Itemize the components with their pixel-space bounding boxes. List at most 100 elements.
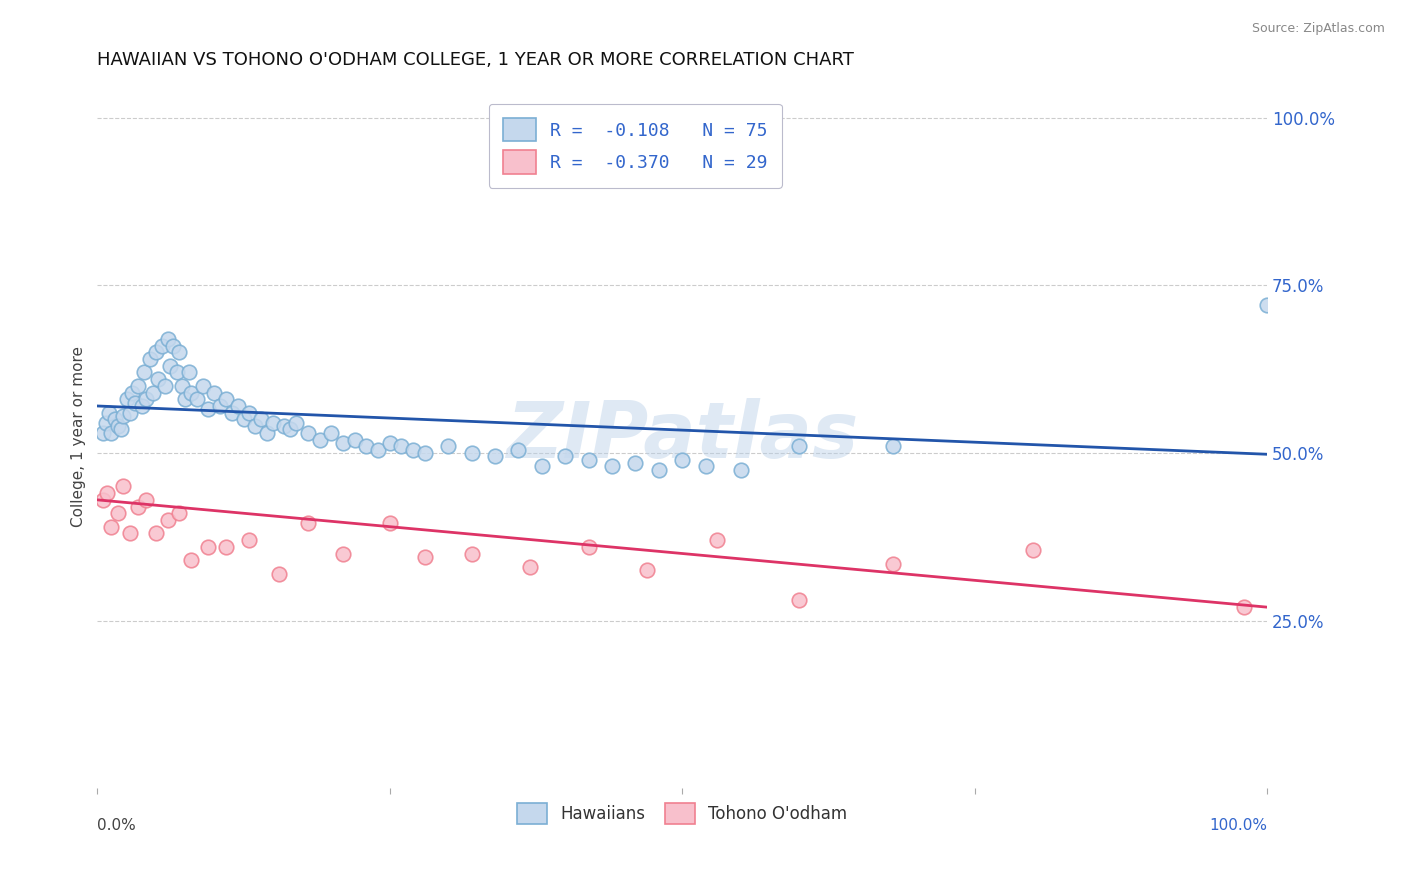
Point <box>624 456 647 470</box>
Point <box>250 412 273 426</box>
Point <box>145 526 167 541</box>
Point <box>356 439 378 453</box>
Point <box>221 406 243 420</box>
Point <box>519 560 541 574</box>
Point <box>882 557 904 571</box>
Point <box>112 409 135 423</box>
Point <box>107 506 129 520</box>
Point <box>787 593 810 607</box>
Point <box>167 506 190 520</box>
Point <box>96 486 118 500</box>
Point <box>127 500 149 514</box>
Point <box>127 379 149 393</box>
Point <box>578 540 600 554</box>
Point <box>730 463 752 477</box>
Point <box>174 392 197 407</box>
Point <box>177 366 200 380</box>
Point <box>226 399 249 413</box>
Point <box>135 392 157 407</box>
Point <box>159 359 181 373</box>
Point <box>145 345 167 359</box>
Point <box>267 566 290 581</box>
Point <box>142 385 165 400</box>
Text: HAWAIIAN VS TOHONO O'ODHAM COLLEGE, 1 YEAR OR MORE CORRELATION CHART: HAWAIIAN VS TOHONO O'ODHAM COLLEGE, 1 YE… <box>97 51 855 69</box>
Point <box>112 479 135 493</box>
Point <box>484 450 506 464</box>
Point <box>167 345 190 359</box>
Point <box>162 338 184 352</box>
Point <box>98 406 121 420</box>
Point <box>191 379 214 393</box>
Point <box>180 553 202 567</box>
Point <box>460 446 482 460</box>
Point <box>882 439 904 453</box>
Point <box>460 547 482 561</box>
Point <box>91 492 114 507</box>
Point <box>197 402 219 417</box>
Text: 100.0%: 100.0% <box>1209 819 1267 833</box>
Point <box>139 352 162 367</box>
Point <box>134 366 156 380</box>
Point <box>100 519 122 533</box>
Point <box>636 563 658 577</box>
Point <box>1022 543 1045 558</box>
Point <box>285 416 308 430</box>
Point <box>170 379 193 393</box>
Point <box>91 425 114 440</box>
Point <box>648 463 671 477</box>
Point <box>120 526 142 541</box>
Point <box>787 439 810 453</box>
Point <box>166 366 188 380</box>
Point <box>209 399 232 413</box>
Point <box>554 450 576 464</box>
Point <box>215 392 238 407</box>
Point <box>297 516 319 531</box>
Point <box>378 516 401 531</box>
Point <box>146 372 169 386</box>
Point <box>245 419 267 434</box>
Point <box>156 332 179 346</box>
Point <box>262 416 284 430</box>
Point <box>332 435 354 450</box>
Point <box>121 385 143 400</box>
Text: 0.0%: 0.0% <box>97 819 136 833</box>
Point <box>124 395 146 409</box>
Point <box>150 338 173 352</box>
Legend: Hawaiians, Tohono O'odham: Hawaiians, Tohono O'odham <box>509 795 856 832</box>
Point <box>120 406 142 420</box>
Point <box>695 459 717 474</box>
Point <box>110 422 132 436</box>
Point <box>232 412 254 426</box>
Point <box>530 459 553 474</box>
Point <box>600 459 623 474</box>
Point <box>107 419 129 434</box>
Point <box>104 412 127 426</box>
Point <box>297 425 319 440</box>
Point <box>671 452 693 467</box>
Point <box>202 385 225 400</box>
Point <box>153 379 176 393</box>
Point <box>1232 600 1254 615</box>
Point <box>115 392 138 407</box>
Point <box>332 547 354 561</box>
Point <box>131 399 153 413</box>
Point <box>197 540 219 554</box>
Point <box>578 452 600 467</box>
Point <box>180 385 202 400</box>
Point <box>367 442 389 457</box>
Point <box>256 425 278 440</box>
Point <box>343 433 366 447</box>
Point <box>508 442 530 457</box>
Point <box>321 425 343 440</box>
Point <box>215 540 238 554</box>
Point <box>273 419 295 434</box>
Point <box>1256 298 1278 312</box>
Text: Source: ZipAtlas.com: Source: ZipAtlas.com <box>1251 22 1385 36</box>
Point <box>186 392 208 407</box>
Point <box>378 435 401 450</box>
Point <box>238 533 260 547</box>
Point <box>391 439 413 453</box>
Point <box>308 433 330 447</box>
Point <box>402 442 425 457</box>
Point <box>437 439 460 453</box>
